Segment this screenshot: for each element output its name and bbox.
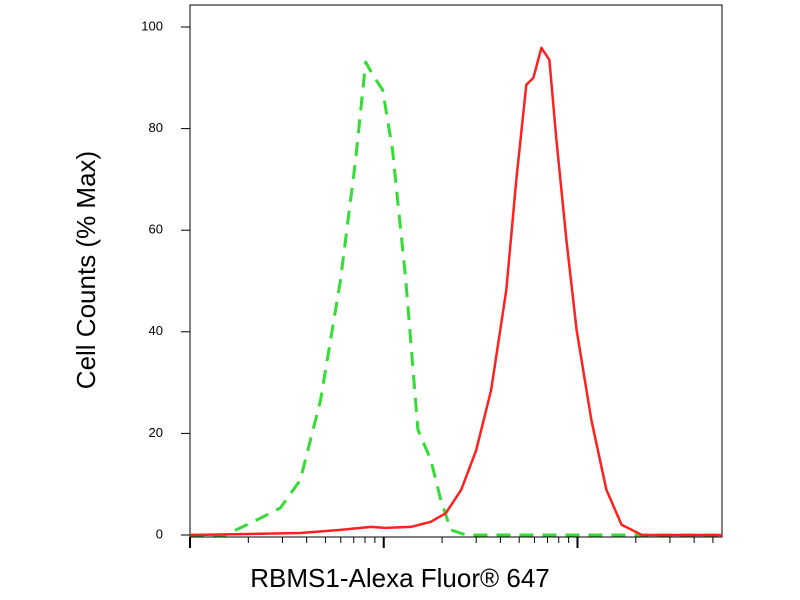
plot-frame [189, 4, 723, 538]
x-axis-label: RBMS1-Alexa Fluor® 647 [250, 563, 550, 593]
y-tick-label: 20 [149, 425, 163, 440]
y-tick-label: 80 [149, 120, 163, 135]
histogram-line [189, 46, 722, 537]
y-tick-label: 100 [141, 18, 163, 33]
histogram-line [190, 60, 722, 537]
y-tick-label: 40 [149, 323, 163, 338]
y-tick-label: 60 [149, 222, 163, 237]
y-tick-label: 0 [156, 526, 163, 541]
y-axis-label: Cell Counts (% Max) [71, 151, 101, 389]
